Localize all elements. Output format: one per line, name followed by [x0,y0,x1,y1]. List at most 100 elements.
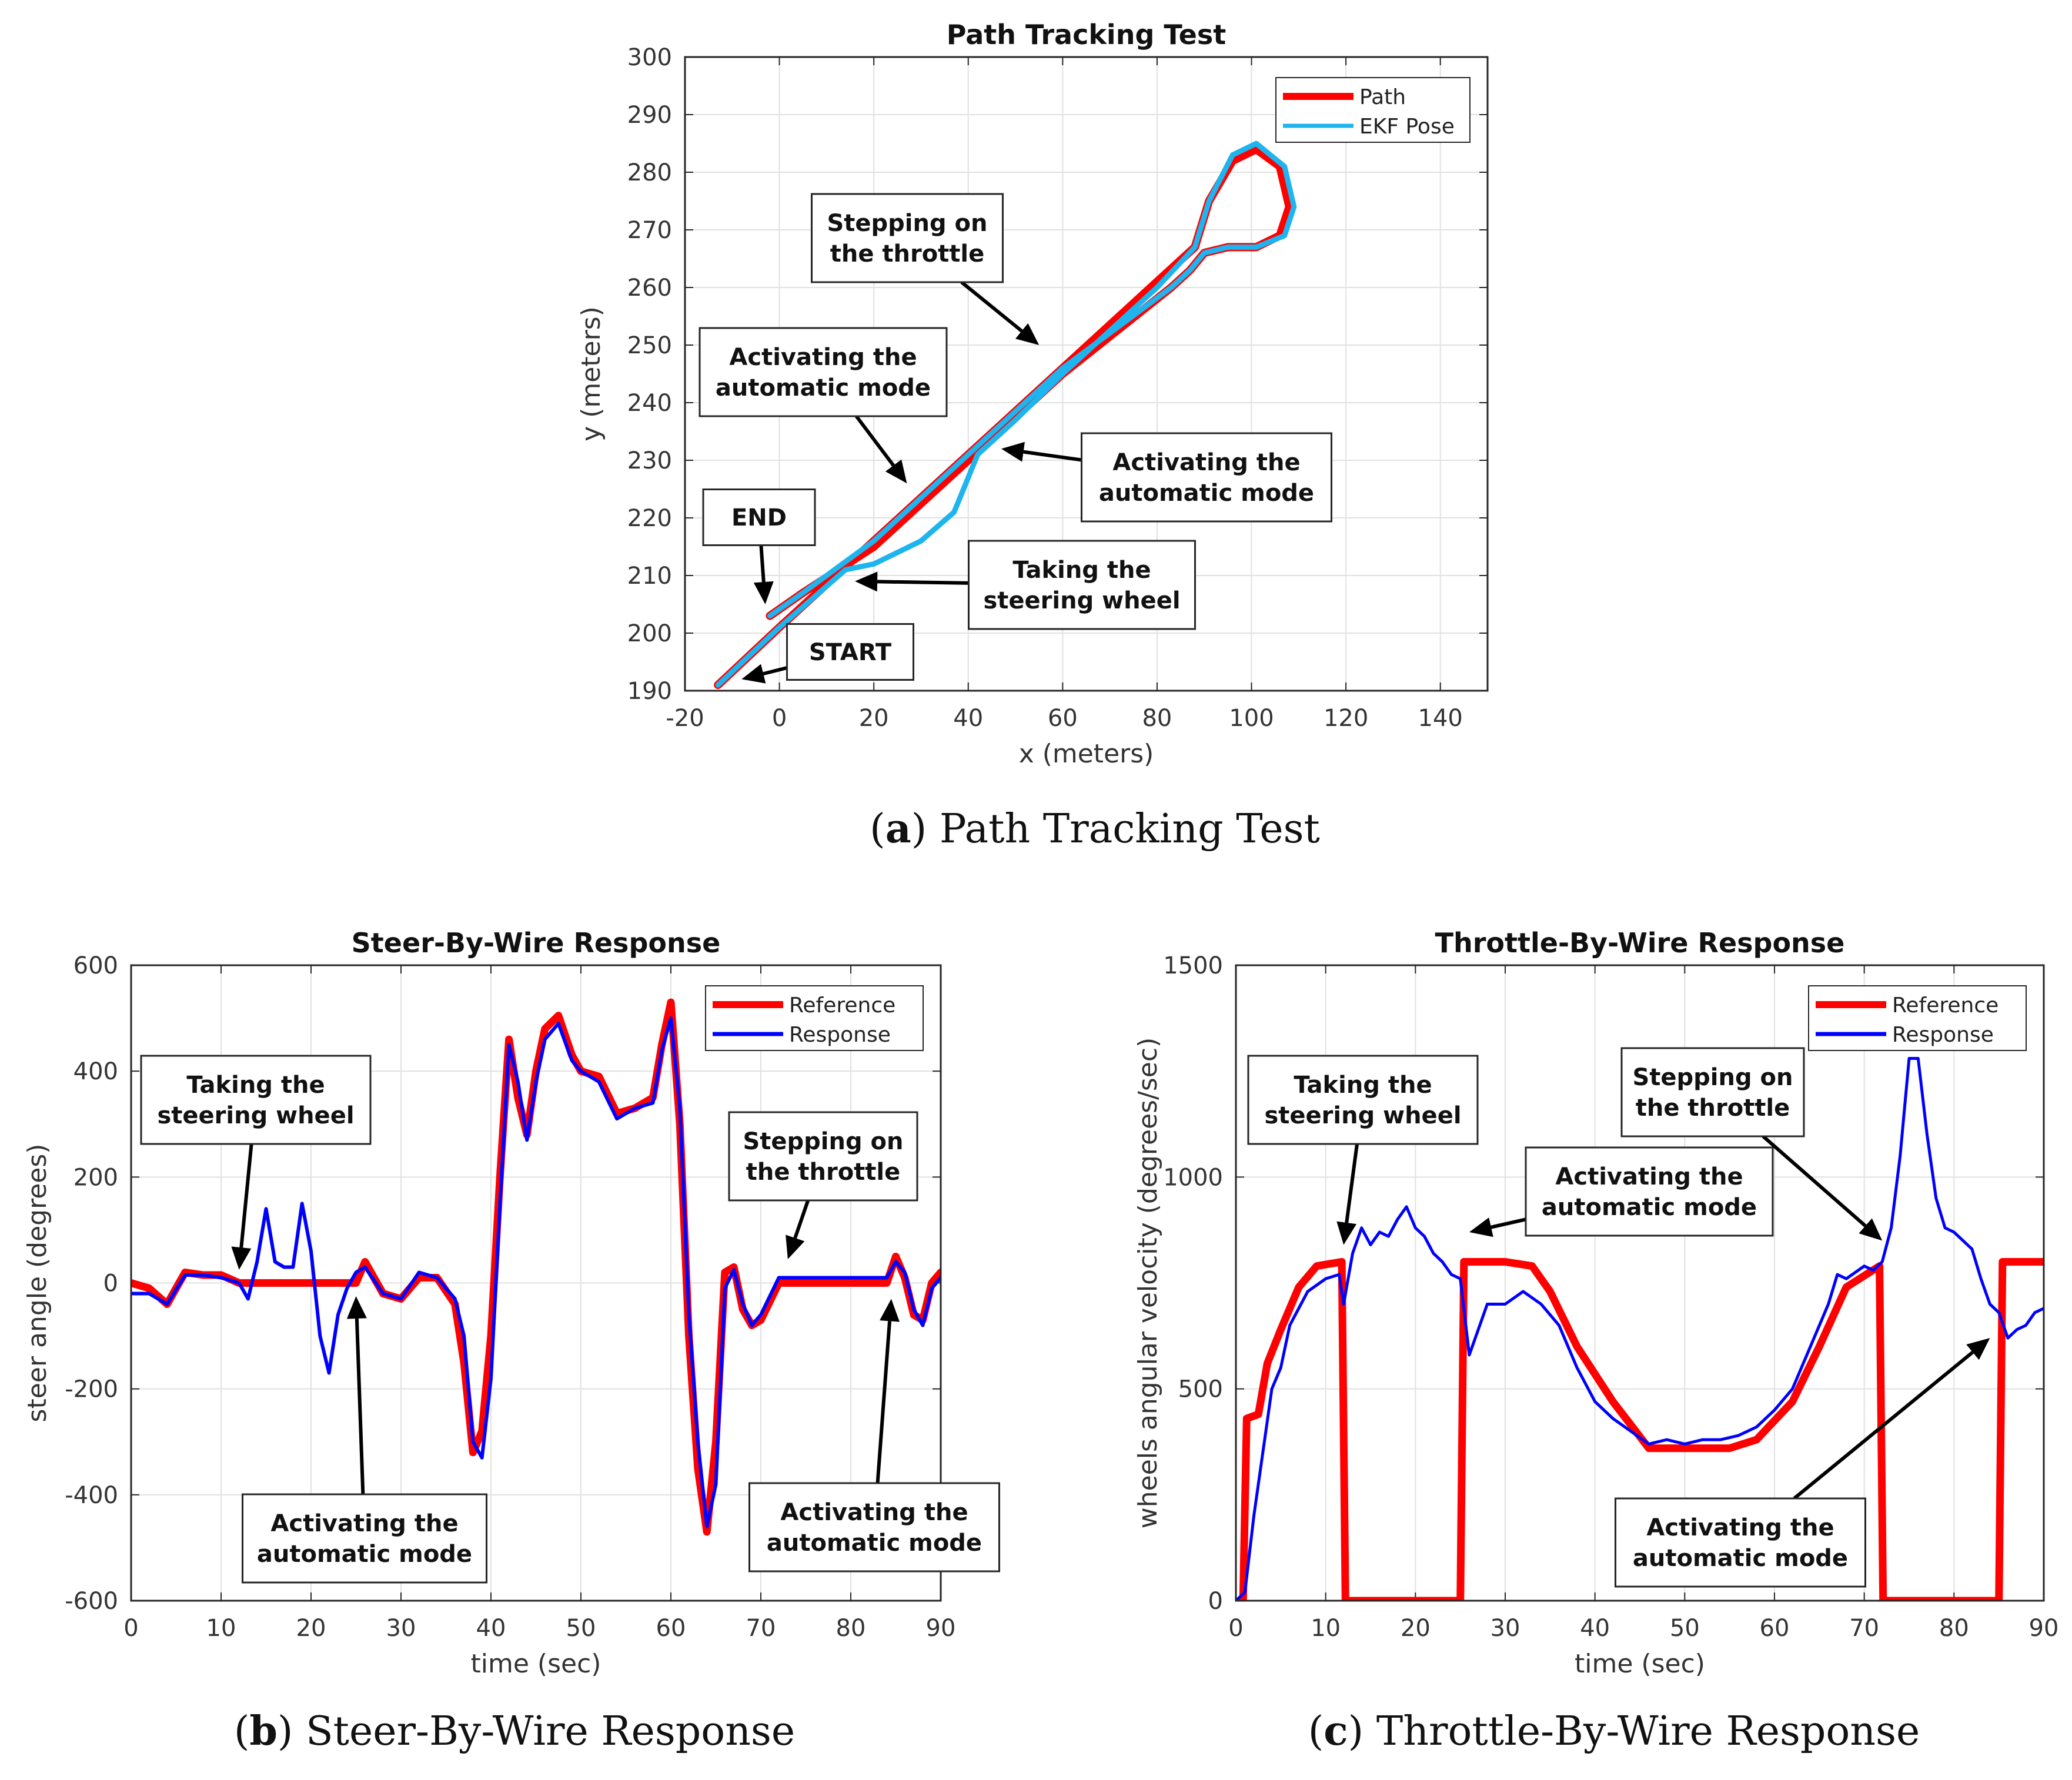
chart-a-ytick-label: 200 [627,620,672,647]
chart-c-ytick-label: 500 [1178,1376,1223,1403]
chart-a-arrow-head [885,459,907,484]
chart-c-xtick-label: 80 [1939,1615,1969,1642]
chart-b-xtick-label: 50 [566,1615,596,1642]
chart-a-annotation-box [811,193,1004,283]
chart-c-legend: Reference Response [1808,985,2027,1051]
chart-b-arrow-shaft [355,1318,365,1495]
caption-c-letter: c [1324,1708,1348,1755]
chart-a-legend-box [1275,77,1471,143]
chart-c-arrow-head [1966,1338,1990,1360]
chart-b-annotation-text: Activating the automatic mode [257,1510,472,1568]
chart-c-xtick-label: 60 [1760,1615,1790,1642]
chart-b-annotation-text: Activating the automatic mode [767,1499,982,1557]
chart-c-series-group [1236,1057,2044,1601]
chart-b-annotation-line: the throttle [746,1159,901,1186]
chart-a: -20 0 20 40 60 80 100 120 140 190 200 210 220 230 240 2… [576,19,1489,769]
caption-b-text: Steer-By-Wire Response [306,1708,796,1755]
chart-a-annotation-line: automatic mode [716,374,931,401]
chart-b-ytick-label: 400 [73,1058,118,1085]
chart-a-annotation-line: steering wheel [983,587,1180,614]
chart-c-xtick-label: 10 [1311,1615,1341,1642]
chart-a-annotation-text: Activating the automatic mode [716,344,931,401]
chart-c-arrow-shaft [1490,1217,1526,1229]
chart-c-annotation-box [1525,1146,1774,1237]
chart-b-series-group [131,998,941,1536]
chart-c-annotation-box [1620,1047,1805,1137]
chart-a-arrow-shaft [763,666,788,676]
chart-a-series-response [715,140,1297,688]
chart-c-arrow-head [1859,1218,1883,1241]
chart-c-annotation-line: Stepping on [1632,1064,1793,1091]
chart-a-ytick-label: 260 [627,275,672,302]
chart-a-annotation-text: START [809,639,892,666]
chart-c: 0 10 20 30 40 50 60 70 80 90 0 500 1000 1500 Throttle-… [1133,927,2058,1679]
chart-b-title: Steer-By-Wire Response [352,927,721,959]
chart-b-ylabel: steer angle (degrees) [22,1144,52,1423]
chart-a-axes-frame [684,56,1489,692]
chart-b-series-response [131,1016,941,1528]
chart-b-annotation-line: Taking the [186,1072,325,1099]
caption-c: (c) Throttle-By-Wire Response [1308,1708,1920,1755]
chart-a-ytick-label: 280 [627,159,672,186]
chart-b-annotation-line: Stepping on [743,1128,903,1155]
chart-b-annotation-box [242,1493,487,1584]
chart-c-annotation-text: Stepping on the throttle [1632,1064,1793,1122]
chart-c-ytick-label: 0 [1208,1588,1223,1615]
chart-c-axes-frame [1235,964,2045,1602]
chart-b-arrow-shaft [793,1200,810,1239]
chart-a-annotation-box [702,489,816,546]
chart-a-legend-entry: Path [1359,85,1406,109]
caption-b-letter: b [249,1708,278,1755]
chart-a-ytick-label: 230 [627,447,672,474]
chart-c-legend-box [1808,985,2027,1051]
chart-a-annotation-line: Activating the [1112,449,1300,476]
chart-b-xtick-label: 20 [296,1615,326,1642]
chart-c-annotation-line: steering wheel [1264,1102,1461,1129]
chart-c-annotations: Taking the steering wheel Activating the au… [1247,1047,1990,1588]
chart-a-ytick-label: 240 [627,390,672,417]
chart-b-xtick-label: 60 [656,1615,686,1642]
caption-a-letter: a [885,805,911,852]
chart-a-arrow-head [855,571,878,592]
chart-b-arrow-head [231,1246,252,1270]
chart-b-annotation-line: steering wheel [157,1102,354,1129]
chart-c-xtick-label: 50 [1670,1615,1700,1642]
chart-a-xtick-label: 120 [1324,705,1368,732]
chart-b-legend-entry: Reference [789,993,895,1018]
chart-a-annotation-line: Activating the [729,344,917,371]
chart-b-ytick-label: -600 [65,1588,118,1615]
chart-b-ytick-label: -200 [65,1376,118,1403]
chart-a-legend: Path EKF Pose [1275,77,1471,143]
chart-a-series-group [714,140,1297,690]
chart-a-annotation-text: Stepping on the throttle [827,210,987,267]
caption-c-text: Throttle-By-Wire Response [1376,1708,1920,1755]
chart-a-ytick-label: 210 [627,563,672,590]
chart-b-legend: Reference Response [705,985,924,1051]
chart-a-arrow-head [753,581,774,604]
chart-b-ytick-label: 200 [73,1164,118,1191]
chart-b-arrow-head [880,1299,900,1322]
chart-a-title: Path Tracking Test [947,19,1226,51]
chart-a-annotation-line: the throttle [830,240,985,267]
chart-c-arrow-shaft [1345,1143,1359,1223]
chart-a-arrow-shaft [960,280,1023,333]
chart-c-xtick-label: 40 [1580,1615,1610,1642]
chart-a-annotations: Stepping on the throttle Activating the aut… [699,193,1332,684]
chart-a-arrow-shaft [855,415,895,467]
chart-b-annotation-text: Taking the steering wheel [157,1072,354,1129]
chart-a-ylabel: y (meters) [576,306,606,441]
chart-b-xtick-label: 30 [386,1615,416,1642]
chart-a-xlabel: x (meters) [1019,739,1154,769]
chart-b-xtick-label: 80 [836,1615,866,1642]
chart-c-xtick-label: 70 [1849,1615,1879,1642]
chart-c-annotation-line: Taking the [1294,1072,1432,1099]
chart-c-legend-entry: Response [1892,1023,1994,1047]
chart-c-annotation-text: Taking the steering wheel [1264,1072,1461,1129]
chart-a-annotation-line: Stepping on [827,210,987,237]
chart-b-xtick-label: 70 [746,1615,776,1642]
chart-b-xtick-label: 0 [123,1615,138,1642]
chart-b-arrow-head [786,1234,805,1259]
chart-c-arrow-shaft [1793,1350,1974,1500]
chart-b-ytick-label: 0 [103,1270,118,1297]
